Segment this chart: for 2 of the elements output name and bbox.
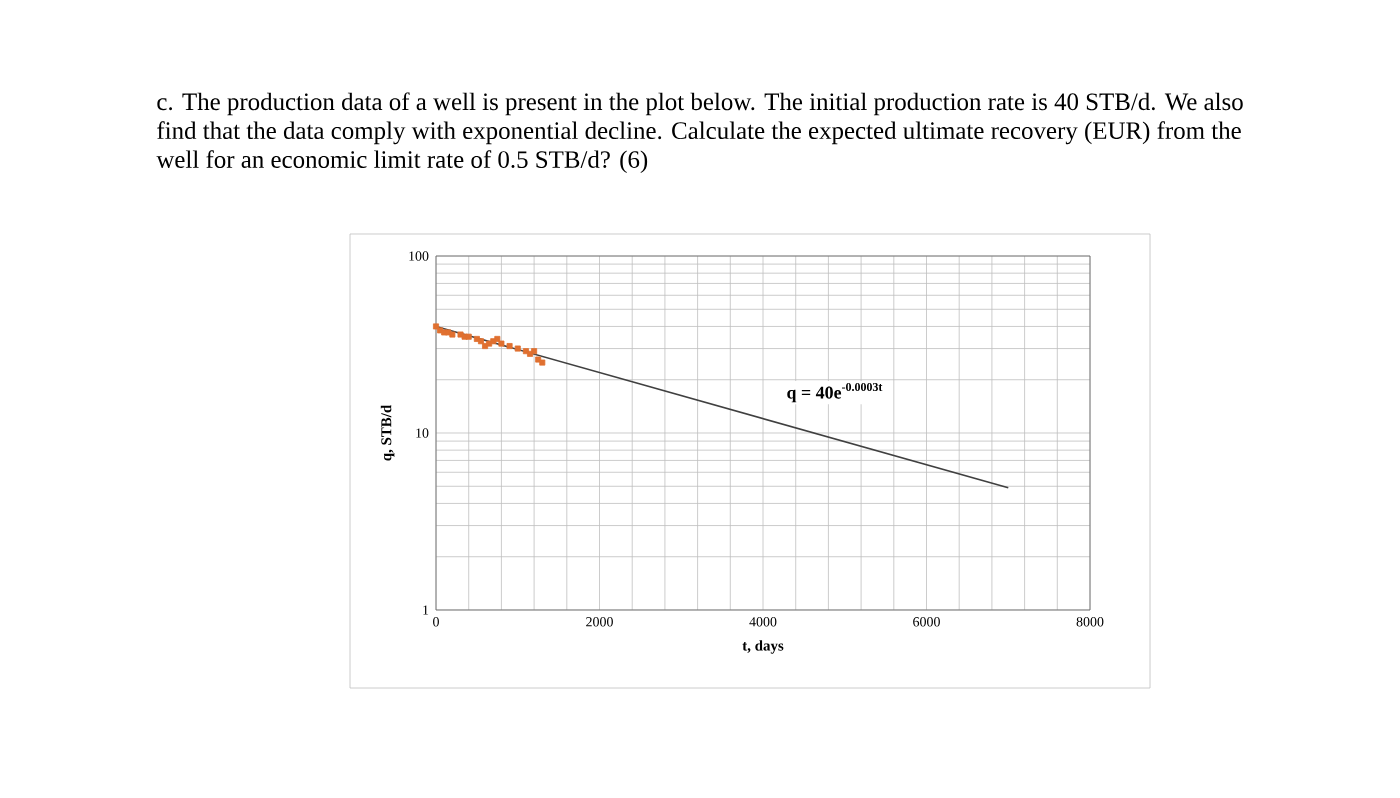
- annotation: q = 40e$^{-0.0003t}$: [787, 382, 883, 403]
- chart-title: c. The production data of a well is present in the plot below. The initial production rate is 40 STB/d. We also find that the data comply with exponential decline. Calculate the expected ultimate recovery (EUR) from the well for an economic limit rate of 0.5 STB/d? (6): [156, 92, 1243, 174]
